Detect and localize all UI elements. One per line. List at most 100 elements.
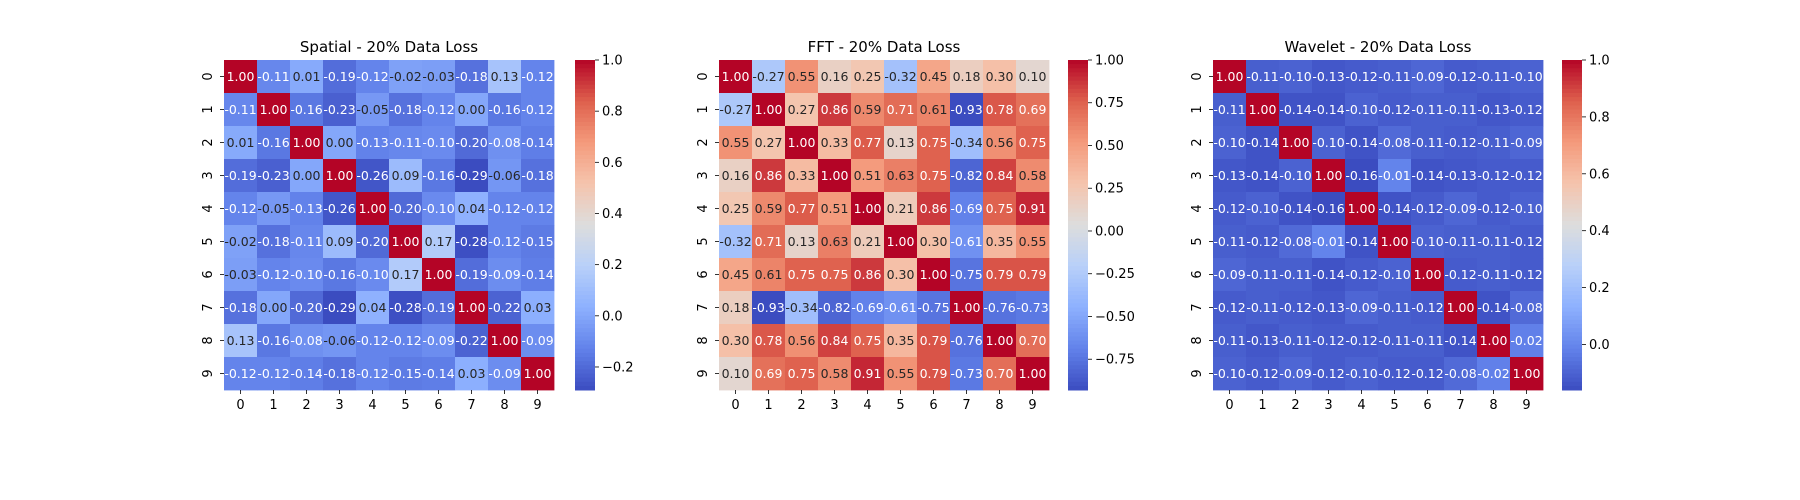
heatmap-cell bbox=[422, 60, 456, 94]
cell-value-label: 0.79 bbox=[920, 366, 948, 381]
heatmap-cell bbox=[323, 60, 357, 94]
x-tick-label: 0 bbox=[1225, 398, 1233, 413]
cell-value-label: 1.00 bbox=[359, 201, 387, 216]
cell-value-label: -0.34 bbox=[785, 300, 817, 315]
cell-value-label: -0.10 bbox=[422, 135, 454, 150]
cell-value-label: 0.84 bbox=[821, 333, 849, 348]
cell-value-label: 0.35 bbox=[986, 234, 1014, 249]
heatmap-cell bbox=[1279, 126, 1313, 160]
heatmap-cell bbox=[1477, 126, 1511, 160]
cell-value-label: -0.11 bbox=[1411, 102, 1443, 117]
heatmap-cell bbox=[785, 159, 819, 193]
colorbar-segment bbox=[575, 105, 595, 110]
cell-value-label: 1.00 bbox=[1249, 102, 1277, 117]
heatmap-cell bbox=[752, 324, 786, 358]
cell-value-label: 0.21 bbox=[854, 234, 882, 249]
heatmap-cell bbox=[323, 258, 357, 292]
cell-value-label: 0.75 bbox=[920, 168, 948, 183]
colorbar-segment bbox=[1562, 352, 1582, 358]
cell-value-label: -0.08 bbox=[1510, 300, 1542, 315]
y-tick-label: 0 bbox=[696, 72, 711, 80]
cell-value-label: -0.10 bbox=[1510, 69, 1542, 84]
heatmap-cell bbox=[1213, 159, 1247, 193]
cell-value-label: -0.12 bbox=[356, 366, 388, 381]
heatmap-cell bbox=[1312, 60, 1346, 94]
cell-value-label: 0.01 bbox=[293, 69, 321, 84]
cell-value-label: 1.00 bbox=[1480, 333, 1508, 348]
colorbar-segment bbox=[575, 117, 595, 123]
colorbar-segment bbox=[1068, 212, 1088, 218]
cell-value-label: 1.00 bbox=[887, 234, 915, 249]
colorbar-segment bbox=[1562, 93, 1582, 98]
heatmap-cell bbox=[422, 357, 456, 391]
heatmap-cell bbox=[851, 126, 885, 160]
colorbar-segment bbox=[1562, 274, 1582, 280]
heatmap-cell bbox=[1477, 192, 1511, 226]
x-tick-label: 3 bbox=[1324, 398, 1332, 413]
cell-value-label: -0.14 bbox=[1312, 267, 1344, 282]
heatmap-cell bbox=[818, 126, 852, 160]
colorbar-segment bbox=[575, 159, 595, 164]
heatmap-cell bbox=[884, 60, 918, 94]
cell-value-label: -0.14 bbox=[422, 366, 454, 381]
cell-value-label: -0.22 bbox=[488, 300, 520, 315]
heatmap-cell bbox=[389, 291, 423, 325]
heatmap-cell bbox=[917, 324, 951, 358]
colorbar-segment bbox=[1068, 332, 1088, 337]
heatmap-cell bbox=[323, 192, 357, 226]
colorbar-segment bbox=[1562, 187, 1582, 193]
heatmap-cell bbox=[950, 225, 984, 259]
colorbar-segment bbox=[1562, 373, 1582, 379]
colorbar-segment bbox=[1068, 307, 1088, 313]
colorbar-segment bbox=[1068, 266, 1088, 271]
colorbar-tick-label: 0.6 bbox=[1589, 167, 1610, 182]
heatmap-cell bbox=[1246, 258, 1280, 292]
colorbar-segment bbox=[1562, 307, 1582, 313]
colorbar-segment bbox=[1562, 324, 1582, 329]
colorbar-segment bbox=[1562, 220, 1582, 226]
colorbar-segment bbox=[1562, 88, 1582, 94]
heatmap-cell bbox=[356, 291, 390, 325]
colorbar-segment bbox=[1068, 311, 1088, 317]
heatmap-cell bbox=[950, 258, 984, 292]
heatmap-cell bbox=[1411, 324, 1445, 358]
cell-value-label: -0.11 bbox=[1213, 333, 1245, 348]
heatmap-cell bbox=[1246, 291, 1280, 325]
colorbar-segment bbox=[1068, 336, 1088, 341]
cell-value-label: -0.02 bbox=[224, 234, 256, 249]
cell-value-label: -0.11 bbox=[1246, 267, 1278, 282]
heatmap-cell bbox=[488, 126, 522, 160]
x-tick-label: 4 bbox=[1357, 398, 1365, 413]
cell-value-label: -0.14 bbox=[1246, 168, 1278, 183]
heatmap-cell bbox=[323, 159, 357, 193]
cell-value-label: -0.11 bbox=[1411, 135, 1443, 150]
colorbar-segment bbox=[1562, 282, 1582, 288]
colorbar-segment bbox=[1068, 381, 1088, 387]
heatmap-cell bbox=[917, 225, 951, 259]
colorbar-tick-label: 0.6 bbox=[602, 156, 623, 171]
cell-value-label: -0.18 bbox=[521, 168, 553, 183]
colorbar-segment bbox=[1068, 340, 1088, 346]
colorbar-segment bbox=[1562, 159, 1582, 164]
x-tick-label: 2 bbox=[1291, 398, 1299, 413]
cell-value-label: -0.12 bbox=[1444, 135, 1476, 150]
colorbar-segment bbox=[575, 245, 595, 251]
colorbar-segment bbox=[1562, 101, 1582, 106]
heatmap-cell bbox=[1510, 324, 1544, 358]
colorbar-segment bbox=[575, 270, 595, 275]
cell-value-label: -0.09 bbox=[1213, 267, 1245, 282]
heatmap-cell bbox=[1312, 225, 1346, 259]
cell-value-label: -0.06 bbox=[323, 333, 355, 348]
heatmap-cell bbox=[1016, 192, 1050, 226]
x-tick-label: 7 bbox=[1456, 398, 1464, 413]
cell-value-label: 1.00 bbox=[1315, 168, 1343, 183]
heatmap-cell bbox=[1279, 258, 1313, 292]
cell-value-label: -0.23 bbox=[323, 102, 355, 117]
cell-value-label: -0.12 bbox=[488, 234, 520, 249]
heatmap-cell bbox=[1213, 291, 1247, 325]
colorbar-segment bbox=[1068, 142, 1088, 148]
cell-value-label: 0.27 bbox=[788, 102, 816, 117]
cell-value-label: -0.14 bbox=[1378, 201, 1410, 216]
heatmap-cell bbox=[1378, 324, 1412, 358]
cell-value-label: 0.03 bbox=[458, 366, 486, 381]
